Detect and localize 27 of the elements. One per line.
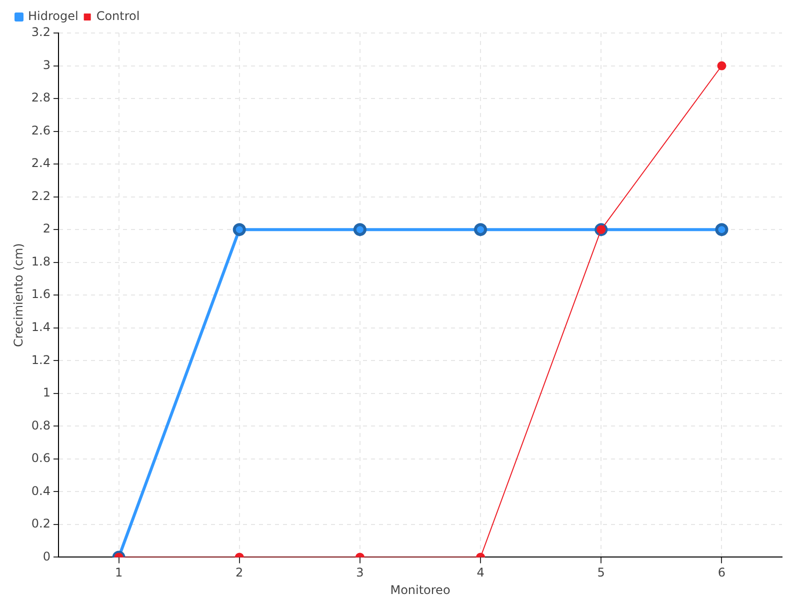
y-tick-label: 0.6 [31,451,50,466]
x-tick-label: 2 [236,566,244,580]
y-tick-label: 0 [42,549,50,564]
y-tick-label: 1.4 [31,320,50,334]
y-tick-label: 1.6 [31,287,50,302]
y-tick-label: 1 [42,386,50,400]
y-tick-label: 3.2 [31,25,50,40]
y-tick-label: 2 [42,222,50,236]
y-tick-label: 2.2 [31,188,50,203]
x-axis-title: Monitoreo [390,582,450,597]
y-tick-label: 0.4 [31,484,50,498]
x-tick-label: 6 [718,566,726,580]
y-tick-label: 3 [42,58,50,72]
y-tick-label: 1.2 [31,352,50,367]
x-tick-label: 1 [114,566,123,580]
legend-label: Control [96,9,140,24]
y-tick-label: 2.6 [31,123,50,138]
y-tick-label: 1.8 [31,254,50,268]
y-axis-title: Crecimiento (cm) [11,243,26,348]
y-tick-label: 2.4 [31,156,50,170]
x-tick-label: 5 [597,566,605,580]
y-tick-label: 2.8 [31,90,50,105]
x-tick-label: 4 [476,566,484,580]
x-tick-label: 3 [356,566,364,580]
y-tick-label: 0.2 [31,516,50,531]
y-tick-label: 0.8 [31,418,50,432]
legend-label: Hidrogel [28,9,78,24]
